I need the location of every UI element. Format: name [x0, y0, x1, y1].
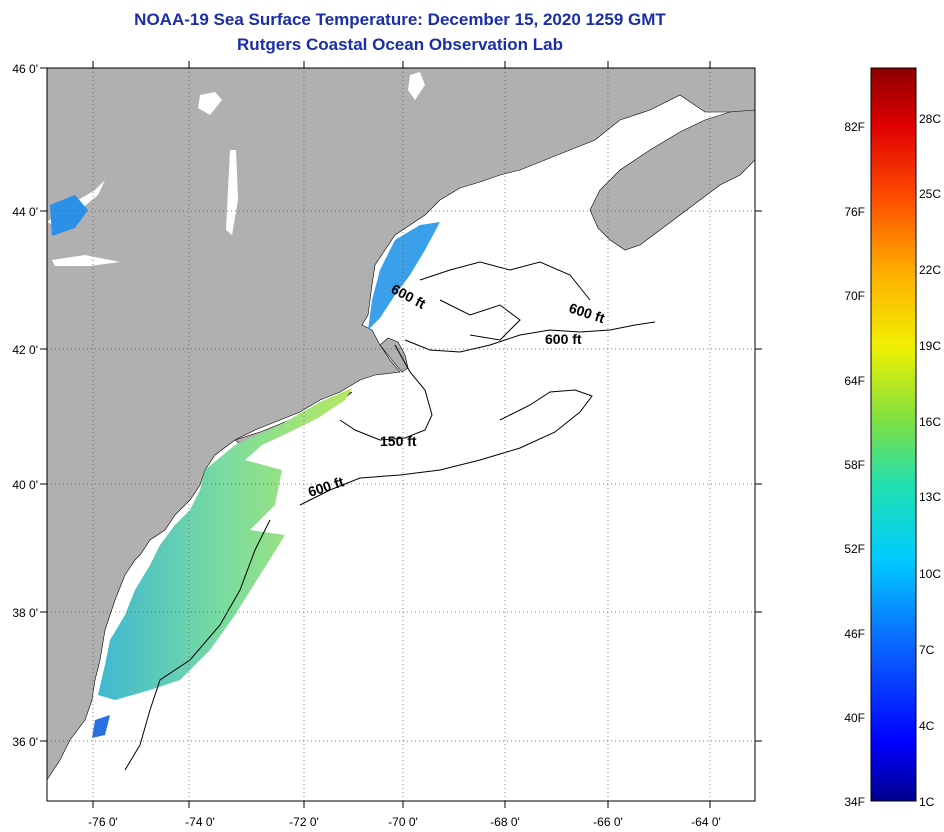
- colorbar-f-label: 34F: [844, 795, 865, 809]
- lat-label: 36 0': [12, 735, 38, 749]
- colorbar-c-label: 4C: [919, 719, 935, 733]
- colorbar-c-label: 1C: [919, 795, 935, 809]
- lat-label: 44 0': [12, 205, 38, 219]
- lon-label: -64 0': [691, 815, 721, 829]
- lon-label: -68 0': [490, 815, 520, 829]
- colorbar-f-label: 40F: [844, 711, 865, 725]
- lon-label: -66 0': [593, 815, 623, 829]
- map-title: NOAA-19 Sea Surface Temperature: Decembe…: [134, 10, 666, 29]
- land-nova-scotia: [589, 109, 755, 251]
- lon-label: -70 0': [388, 815, 418, 829]
- colorbar-f-label: 82F: [844, 120, 865, 134]
- sst-data-overlay: [50, 195, 440, 738]
- colorbar-f-label: 52F: [844, 542, 865, 556]
- lon-label: -72 0': [289, 815, 319, 829]
- frame-ticks: [40, 61, 762, 808]
- colorbar-f-label: 46F: [844, 627, 865, 641]
- lon-label: -76 0': [88, 815, 118, 829]
- colorbar-c-label: 16C: [919, 415, 941, 429]
- colorbar-c-label: 10C: [919, 567, 941, 581]
- lat-label: 40 0': [12, 478, 38, 492]
- colorbar-c-label: 7C: [919, 643, 935, 657]
- colorbar-c-label: 22C: [919, 263, 941, 277]
- colorbar-c-label: 25C: [919, 187, 941, 201]
- contour-label: 150 ft: [380, 433, 417, 449]
- map-frame: [46, 67, 756, 802]
- colorbar-c-label: 28C: [919, 112, 941, 126]
- lat-label: 42 0': [12, 343, 38, 357]
- map-subtitle: Rutgers Coastal Ocean Observation Lab: [237, 35, 563, 54]
- colorbar-f-label: 64F: [844, 374, 865, 388]
- lon-label: -74 0': [185, 815, 215, 829]
- lat-label: 46 0': [12, 62, 38, 76]
- temperature-colorbar: [870, 67, 917, 802]
- land-mainland: [47, 68, 755, 781]
- colorbar-f-label: 76F: [844, 205, 865, 219]
- contour-label: 600 ft: [545, 331, 582, 347]
- lat-label: 38 0': [12, 606, 38, 620]
- land-cape-cod: [379, 337, 409, 373]
- colorbar-f-label: 70F: [844, 289, 865, 303]
- colorbar-c-label: 19C: [919, 339, 941, 353]
- colorbar-f-label: 58F: [844, 458, 865, 472]
- bathymetry-contours: [124, 261, 656, 771]
- colorbar-c-label: 13C: [919, 490, 941, 504]
